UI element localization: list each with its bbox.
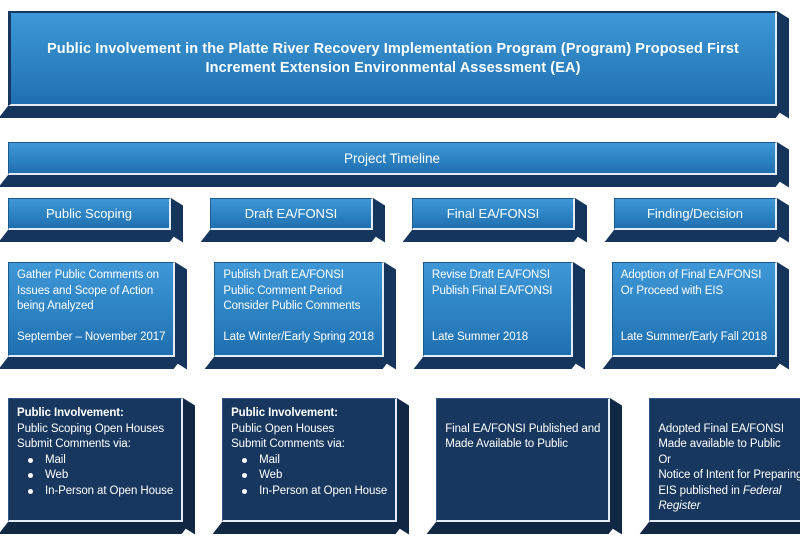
project-timeline-label: Project Timeline	[8, 142, 777, 175]
text-line	[658, 406, 800, 422]
stage-header-final-ea-fonsi: Final EA/FONSI	[402, 198, 587, 243]
text-line: Or	[658, 453, 671, 466]
activity-description: Adoption of Final EA/FONSI Or Proceed wit…	[621, 268, 767, 330]
activity-row: Gather Public Comments on Issues and Scop…	[0, 262, 789, 370]
bullet-item: Mail	[231, 453, 387, 469]
box-side-right	[175, 262, 188, 370]
activity-box-final-ea-fonsi: Revise Draft EA/FONSI Publish Final EA/FO…	[413, 262, 585, 370]
stage-header-label: Draft EA/FONSI	[210, 198, 373, 230]
box-side-bottom	[602, 357, 785, 369]
title-banner: Public Involvement in the Platte River R…	[0, 11, 789, 119]
text-line: Made Available to Public	[445, 438, 568, 450]
involvement-content: Adopted Final EA/FONSI Made available to …	[649, 398, 800, 522]
stage-header-finding-decision: Finding/Decision	[604, 198, 789, 243]
text-line: Or Proceed with EIS	[620, 284, 724, 297]
text-line: Publish Draft EA/FONSI	[223, 269, 344, 281]
box-side-right	[397, 398, 410, 535]
text-line: Submit Comments via:	[17, 438, 131, 450]
box-side-bottom	[639, 522, 800, 534]
text-line: Issues and Scope of Action	[17, 284, 154, 297]
activity-box-draft-ea-fonsi: Publish Draft EA/FONSI Public Comment Per…	[204, 262, 396, 370]
text-line: Register	[658, 500, 701, 512]
involvement-row: Public Involvement: Public Scoping Open H…	[0, 398, 800, 535]
text-line: Final EA/FONSI Published and	[445, 422, 601, 435]
box-side-bottom	[604, 230, 785, 242]
box-side-right	[777, 11, 789, 119]
text-line: Revise Draft EA/FONSI	[431, 269, 550, 281]
text-line: Publish Final EA/FONSI	[431, 284, 553, 297]
bullet-item: Web	[17, 468, 173, 484]
text-line: Public Involvement:	[231, 407, 338, 419]
text-line: Public Open Houses	[231, 422, 335, 435]
activity-description: Revise Draft EA/FONSI Publish Final EA/FO…	[432, 268, 563, 330]
box-side-bottom	[200, 230, 381, 242]
box-side-right	[610, 398, 623, 535]
box-side-bottom	[0, 106, 785, 118]
bullet-item: Mail	[17, 453, 173, 469]
box-side-right	[777, 262, 789, 370]
text-line: EIS published in Federal	[658, 484, 782, 497]
text-line: Consider Public Comments	[223, 300, 361, 312]
stage-header-label: Public Scoping	[8, 198, 171, 230]
involvement-box-finding-decision: Adopted Final EA/FONSI Made available to …	[639, 398, 800, 534]
box-side-bottom	[0, 230, 179, 242]
box-side-right	[572, 262, 585, 370]
activity-date: September – November 2017	[17, 331, 166, 343]
box-side-right	[383, 262, 396, 370]
activity-date: Late Winter/Early Spring 2018	[223, 331, 374, 343]
text-line: Adoption of Final EA/FONSI	[620, 269, 762, 281]
box-side-bottom	[0, 175, 785, 187]
activity-date: Late Summer 2018	[431, 331, 529, 343]
box-side-bottom	[0, 522, 192, 534]
box-side-bottom	[0, 357, 184, 369]
involvement-box-public-scoping: Public Involvement: Public Scoping Open H…	[0, 398, 196, 535]
box-side-right	[183, 398, 196, 535]
text-line: Gather Public Comments on	[17, 269, 159, 281]
stage-header-public-scoping: Public Scoping	[0, 198, 183, 243]
involvement-content: Public Involvement: Public Scoping Open H…	[8, 398, 184, 522]
title-banner-text: Public Involvement in the Platte River R…	[8, 11, 777, 106]
text-line	[445, 406, 600, 422]
involvement-content: Public Involvement: Public Open Houses Sub…	[222, 398, 398, 522]
stage-header-label: Finding/Decision	[614, 198, 777, 230]
text-line: Public Involvement:	[17, 407, 124, 419]
box-side-bottom	[204, 357, 392, 369]
activity-date: Late Summer/Early Fall 2018	[620, 331, 767, 343]
bullet-item: In-Person at Open House	[17, 484, 173, 500]
box-side-bottom	[212, 522, 406, 534]
box-side-bottom	[426, 522, 619, 534]
text-line: Public Scoping Open Houses	[17, 422, 164, 435]
stage-header-draft-ea-fonsi: Draft EA/FONSI	[200, 198, 385, 243]
text-line: being Analyzed	[17, 300, 94, 312]
bullet-item: In-Person at Open House	[231, 484, 387, 500]
text-line: Notice of Intent for Preparing	[658, 469, 800, 481]
involvement-content: Final EA/FONSI Published and Made Availab…	[436, 398, 611, 522]
activity-description: Publish Draft EA/FONSI Public Comment Per…	[223, 268, 374, 330]
box-side-bottom	[413, 357, 581, 369]
involvement-box-final-ea-fonsi: Final EA/FONSI Published and Made Availab…	[426, 398, 623, 535]
stage-header-label: Final EA/FONSI	[412, 198, 575, 230]
text-line: Adopted Final EA/FONSI	[658, 422, 784, 435]
activity-description: Gather Public Comments on Issues and Scop…	[17, 268, 165, 330]
involvement-box-draft-ea-fonsi: Public Involvement: Public Open Houses Sub…	[212, 398, 410, 535]
bullet-item: Web	[231, 468, 387, 484]
text-line: Submit Comments via:	[231, 438, 345, 450]
project-timeline-banner: Project Timeline	[0, 142, 789, 188]
activity-box-finding-decision: Adoption of Final EA/FONSI Or Proceed wit…	[602, 262, 789, 370]
activity-box-public-scoping: Gather Public Comments on Issues and Scop…	[0, 262, 188, 370]
text-line: Public Comment Period	[223, 284, 343, 297]
stage-header-row: Public Scoping Draft EA/FONSI Final EA/F…	[0, 198, 789, 243]
box-side-bottom	[402, 230, 583, 242]
text-line: Made available to Public	[658, 438, 781, 450]
